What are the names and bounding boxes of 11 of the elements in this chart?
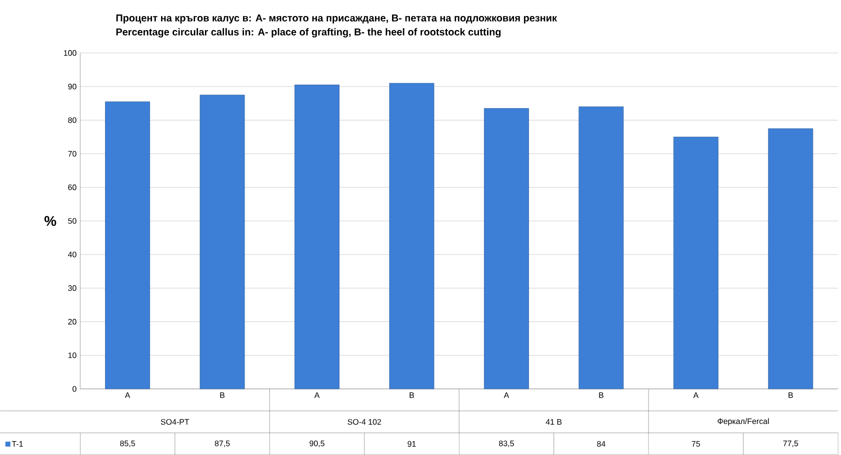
bar [768,128,814,390]
bar [200,94,245,390]
y-axis-title: % [44,216,56,226]
bar [578,106,624,390]
bar [389,82,434,390]
bar [673,136,718,390]
chart-subtitle: Percentage circular callus in: A- place of grafting, B- the heel of rootstock cutting [116,28,501,38]
bar [105,101,150,390]
bar [484,108,529,390]
chart-title: Процент на кръгов калус в: А- мястото на присаждане, В- петата на подложковия резник [116,14,557,24]
bar [294,84,340,390]
